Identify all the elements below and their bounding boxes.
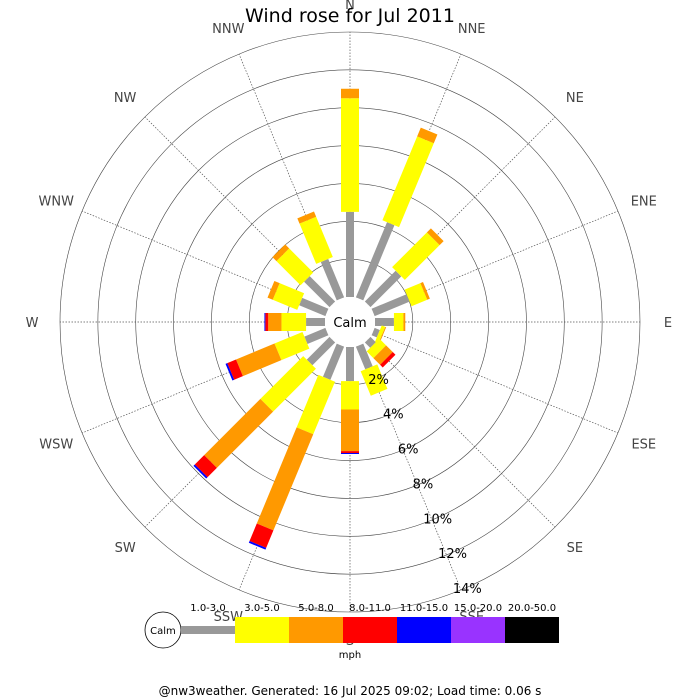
rose-bar-sse-3.0-5.0 xyxy=(360,364,388,396)
legend-label: 15.0-20.0 xyxy=(454,603,502,614)
rose-bar-se-5.0-8.0 xyxy=(373,345,393,365)
legend-swatch-15.0-20.0 xyxy=(451,617,505,643)
rose-bar-nne-3.0-5.0 xyxy=(382,136,434,228)
legend-swatch-11.0-15.0 xyxy=(397,617,451,643)
direction-label-wnw: WNW xyxy=(38,194,74,209)
rose-bar-ssw-3.0-5.0 xyxy=(296,374,335,435)
rose-bar-wsw-3.0-5.0 xyxy=(274,331,310,361)
rose-bar-nnw-5.0-8.0 xyxy=(297,211,317,224)
spoke-line xyxy=(81,331,328,434)
rose-bar-nne-1.0-3.0 xyxy=(355,222,395,301)
rose-bar-ssw-5.0-8.0 xyxy=(256,427,314,531)
rose-bar-ene-5.0-8.0 xyxy=(420,282,430,300)
radial-tick-label: 10% xyxy=(423,512,452,527)
legend-label: 11.0-15.0 xyxy=(400,603,448,614)
spoke-line xyxy=(367,339,556,528)
radial-tick-label: 12% xyxy=(438,547,467,562)
rose-bar-ene-3.0-5.0 xyxy=(404,283,428,307)
legend-swatch-1.0-3.0 xyxy=(181,626,235,634)
rose-bar-ne-5.0-8.0 xyxy=(426,228,444,246)
spoke-line xyxy=(238,53,341,300)
rose-bar-ssw-8.0-11.0 xyxy=(249,523,274,548)
rose-bar-sw-1.0-3.0 xyxy=(306,336,336,366)
legend-unit: mph xyxy=(339,650,361,661)
legend-swatch-20.0-50.0 xyxy=(505,617,559,643)
rose-bar-ssw-11.0-15.0 xyxy=(248,541,267,550)
rose-bar-wnw-3.0-5.0 xyxy=(272,283,305,310)
chart-title: Wind rose for Jul 2011 xyxy=(245,5,455,27)
rose-bar-wsw-8.0-11.0 xyxy=(227,359,243,380)
direction-label-w: W xyxy=(26,316,39,331)
rose-bar-ne-1.0-3.0 xyxy=(364,270,402,308)
rose-bar-nw-3.0-5.0 xyxy=(276,248,314,286)
radial-tick-label: 14% xyxy=(453,582,482,597)
legend-swatch-3.0-5.0 xyxy=(235,617,289,643)
spoke-line xyxy=(372,210,619,313)
direction-label-e: E xyxy=(664,316,672,331)
direction-label-ene: ENE xyxy=(631,194,657,209)
rose-bar-se-1.0-3.0 xyxy=(364,336,376,348)
spoke-line xyxy=(144,116,333,305)
legend-label: 1.0-3.0 xyxy=(190,603,225,614)
rose-bar-sw-5.0-8.0 xyxy=(204,398,274,468)
legend-label: 20.0-50.0 xyxy=(508,603,556,614)
grid-circle xyxy=(97,69,603,575)
rose-bar-se-3.0-5.0 xyxy=(366,338,387,359)
radial-tick-label: 8% xyxy=(413,477,434,492)
spoke-line xyxy=(367,116,556,305)
spoke-line xyxy=(359,344,462,591)
rose-bar-wsw-1.0-3.0 xyxy=(304,327,329,344)
rose-bar-wsw-5.0-8.0 xyxy=(236,343,282,377)
direction-label-ne: NE xyxy=(566,91,584,106)
legend-label: 8.0-11.0 xyxy=(349,603,391,614)
direction-label-nnw: NNW xyxy=(212,22,244,37)
rose-bar-sw-11.0-15.0 xyxy=(193,464,208,479)
rose-bar-nnw-3.0-5.0 xyxy=(299,216,333,264)
legend-label: 5.0-8.0 xyxy=(298,603,333,614)
calm-label: Calm xyxy=(333,316,366,331)
rose-bar-sse-1.0-3.0 xyxy=(355,343,373,370)
rose-bar-sw-3.0-5.0 xyxy=(260,356,316,412)
rose-bar-ssw-1.0-3.0 xyxy=(322,343,345,380)
rose-bar-se-8.0-11.0 xyxy=(380,352,396,368)
rose-bar-ne-3.0-5.0 xyxy=(392,232,440,280)
rose-bar-wnw-5.0-8.0 xyxy=(267,280,280,300)
rose-bar-nw-1.0-3.0 xyxy=(304,276,336,308)
radial-tick-label: 6% xyxy=(398,443,419,458)
direction-label-se: SE xyxy=(567,541,583,556)
legend-swatch-5.0-8.0 xyxy=(289,617,343,643)
direction-label-n: N xyxy=(345,0,355,13)
direction-label-nw: NW xyxy=(114,91,137,106)
rose-bar-ese-1.0-3.0 xyxy=(371,327,380,338)
direction-label-ese: ESE xyxy=(631,438,656,453)
rose-bar-ese-3.0-5.0 xyxy=(374,325,386,344)
rose-bar-sw-8.0-11.0 xyxy=(194,455,217,478)
rose-bar-nw-5.0-8.0 xyxy=(272,244,290,262)
radial-tick-label: 4% xyxy=(383,408,404,423)
legend-label: 3.0-5.0 xyxy=(244,603,279,614)
footer-text: @nw3weather. Generated: 16 Jul 2025 09:0… xyxy=(158,684,542,698)
rose-bar-nne-5.0-8.0 xyxy=(417,127,438,144)
legend-calm-label: Calm xyxy=(150,626,176,637)
spoke-line xyxy=(372,331,619,434)
legend-swatch-8.0-11.0 xyxy=(343,617,397,643)
rose-bar-wsw-11.0-15.0 xyxy=(225,363,235,381)
radial-tick-label: 2% xyxy=(368,373,389,388)
spoke-line xyxy=(81,210,328,313)
rose-bar-nnw-1.0-3.0 xyxy=(320,258,345,301)
direction-label-sw: SW xyxy=(115,541,136,556)
direction-label-wsw: WSW xyxy=(39,438,73,453)
rose-bar-ene-1.0-3.0 xyxy=(371,294,410,317)
direction-label-nne: NNE xyxy=(458,22,486,37)
rose-bar-wnw-1.0-3.0 xyxy=(299,297,329,317)
calm-circle xyxy=(325,297,375,347)
